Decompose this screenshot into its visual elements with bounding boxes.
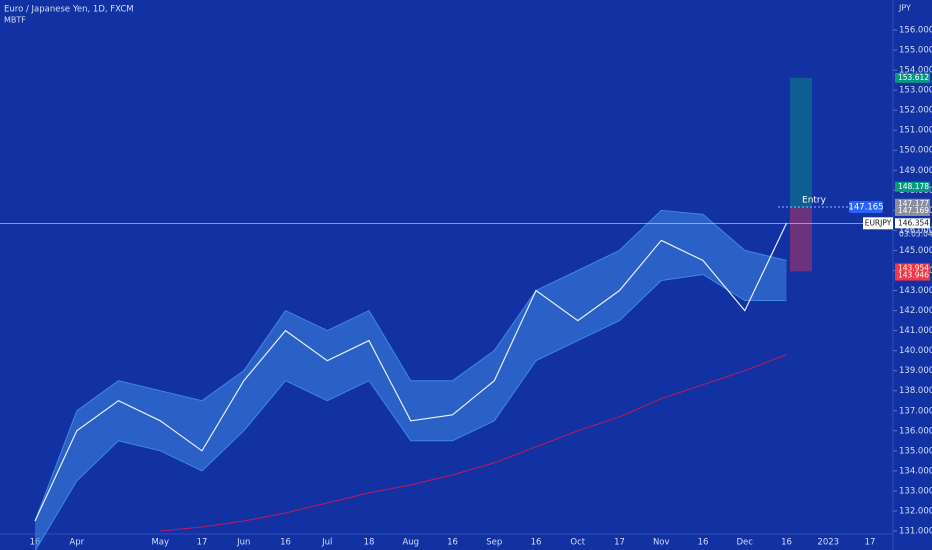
y-tick-label: 143.000 [899, 286, 932, 296]
y-tick-label: 136.000 [899, 426, 932, 436]
band-edge [35, 273, 787, 550]
x-tick-label: Jul [321, 538, 332, 548]
y-tick-label: 152.000 [899, 106, 932, 116]
y-tick-label: 134.000 [899, 466, 932, 476]
y-tick-label: 150.000 [899, 146, 932, 156]
x-tick-label: May [151, 538, 169, 548]
price-tag-label: 147.177 [898, 199, 929, 208]
target-zone [790, 77, 812, 207]
x-tick-label: Dec [737, 538, 754, 548]
price-tag-label: 143.946 [898, 271, 929, 280]
currency-label: JPY [898, 4, 911, 13]
y-tick-label: 135.000 [899, 446, 932, 456]
price-line [34, 223, 788, 522]
price-tag-label: 147.169 [898, 206, 929, 215]
countdown: 03:05:04 [899, 229, 932, 238]
y-tick-label: 156.000 [899, 26, 932, 36]
y-tick-label: 145.000 [899, 246, 932, 256]
y-tick-label: 140.000 [899, 346, 932, 356]
x-tick-label: Nov [653, 538, 670, 548]
y-tick-label: 139.000 [899, 366, 932, 376]
x-tick-label: 16 [280, 538, 291, 548]
x-tick-label: 16 [698, 538, 709, 548]
y-tick-label: 142.000 [899, 306, 932, 316]
x-tick-label: 17 [197, 538, 208, 548]
price-tag-label: 153.612 [898, 73, 929, 82]
y-tick-label: 133.000 [899, 486, 932, 496]
x-tick-label: 18 [364, 538, 375, 548]
price-tag [895, 198, 930, 209]
x-tick-label: Apr [69, 538, 84, 548]
symbol-tag [863, 217, 893, 230]
price-tag [895, 218, 930, 229]
ma-line [160, 354, 787, 532]
y-tick-label: 149.000 [899, 166, 932, 176]
y-tick-label: 131.000 [899, 527, 932, 537]
symbol-label: EURJPY [865, 218, 892, 227]
price-tag [895, 72, 930, 83]
entry-label: Entry [802, 196, 827, 206]
y-tick-label: 137.000 [899, 406, 932, 416]
stop-zone [790, 206, 812, 272]
x-tick-label: 16 [531, 538, 542, 548]
y-tick-label: 154.000 [899, 66, 932, 76]
y-tick-label: 141.000 [899, 326, 932, 336]
y-tick-label: 146.000 [899, 226, 932, 236]
y-tick-label: 132.000 [899, 506, 932, 516]
chart-title: Euro / Japanese Yen, 1D, FXCM [4, 5, 134, 15]
price-tag-label: 146.354 [898, 218, 929, 227]
x-tick-label: 16 [781, 538, 792, 548]
band-edge [34, 209, 787, 522]
band-area [35, 210, 787, 550]
price-tag-label: 148.178 [898, 182, 929, 191]
price-tag [895, 270, 930, 281]
entry-tag [849, 201, 883, 214]
x-tick-label: 16 [447, 538, 458, 548]
x-tick-label: 2023 [817, 538, 839, 548]
x-tick-label: 17 [865, 538, 876, 548]
x-tick-label: Jun [236, 538, 250, 548]
x-tick-label: Sep [486, 538, 502, 548]
chart-subtitle: MBTF [4, 16, 26, 25]
price-tag [895, 181, 930, 192]
y-tick-label: 153.000 [899, 86, 932, 96]
entry-tag-label: 147.165 [848, 203, 883, 213]
y-tick-label: 155.000 [899, 46, 932, 56]
y-tick-label: 138.000 [899, 386, 932, 396]
price-tag [895, 205, 930, 216]
x-tick-label: 17 [614, 538, 625, 548]
y-tick-label: 151.000 [899, 126, 932, 136]
x-tick-label: Aug [402, 538, 419, 548]
price-tag [895, 263, 930, 274]
price-tag-label: 143.954 [898, 263, 929, 272]
x-tick-label: Oct [570, 538, 585, 548]
